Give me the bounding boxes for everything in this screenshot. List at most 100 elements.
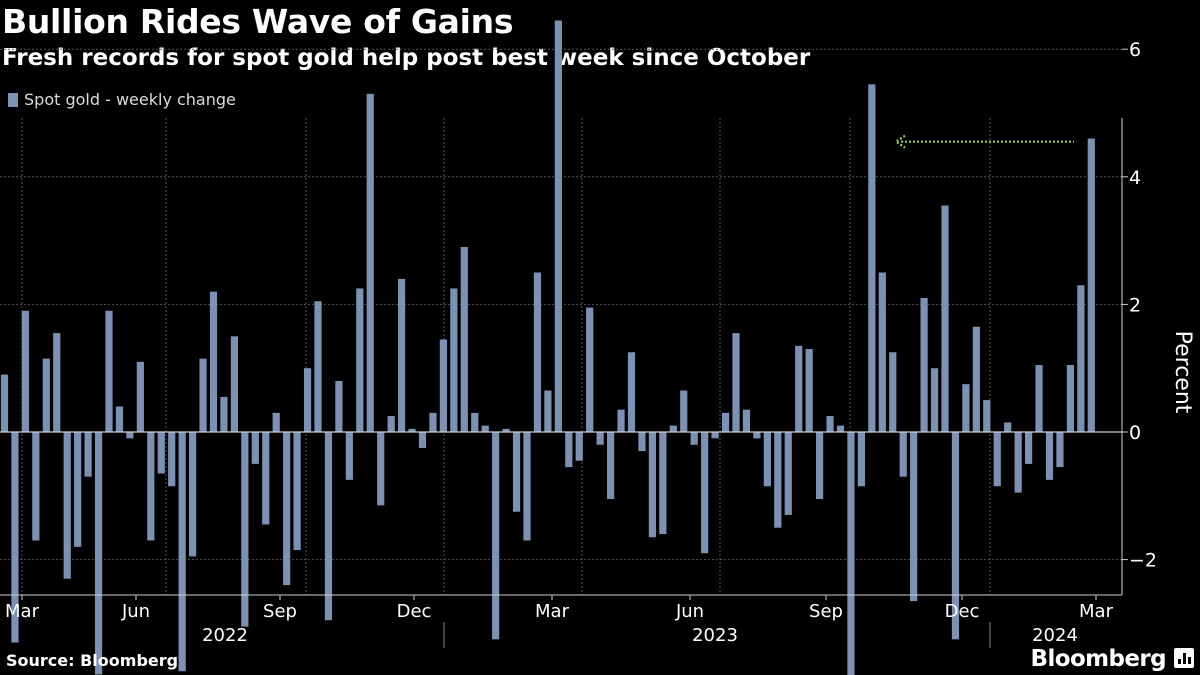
bar — [21, 310, 29, 432]
bar — [356, 288, 364, 432]
bar — [398, 278, 406, 432]
bar — [94, 432, 103, 675]
bar — [178, 432, 186, 672]
bar — [878, 272, 886, 432]
bar — [669, 425, 677, 432]
bar — [565, 432, 573, 468]
bar — [701, 432, 709, 554]
bar — [816, 432, 824, 499]
bar — [115, 406, 124, 432]
bar — [272, 412, 280, 432]
bar — [523, 432, 531, 541]
legend-swatch — [8, 92, 18, 107]
bar — [617, 409, 625, 432]
bar-chart-icon — [1174, 648, 1194, 668]
x-tick-label: Sep — [809, 601, 843, 622]
bar — [1077, 285, 1085, 432]
bar — [889, 352, 897, 432]
bar — [293, 432, 301, 551]
bar — [847, 432, 855, 675]
year-label: 2022 — [202, 625, 248, 646]
bar — [502, 428, 510, 432]
bar — [993, 432, 1001, 487]
bar — [220, 396, 228, 432]
bar — [105, 310, 113, 432]
bar — [251, 432, 259, 464]
bar — [0, 374, 9, 432]
bar — [460, 246, 468, 432]
bar — [126, 432, 134, 439]
bars — [0, 20, 1095, 675]
bar — [784, 432, 792, 515]
bar — [377, 432, 385, 506]
bar — [972, 326, 980, 432]
bar — [1056, 432, 1064, 468]
bar — [544, 390, 552, 432]
chart-title: Bullion Rides Wave of Gains — [2, 2, 514, 41]
bar — [63, 432, 71, 579]
bar — [795, 345, 803, 432]
bar — [345, 432, 353, 480]
bar — [408, 428, 416, 432]
bar — [638, 432, 646, 452]
bar — [512, 432, 521, 512]
y-tick-label: 4 — [1129, 167, 1141, 189]
bar — [983, 400, 991, 432]
bar — [753, 432, 761, 439]
bar — [721, 412, 730, 432]
bar — [586, 307, 594, 432]
bar — [1035, 365, 1043, 432]
year-label: 2024 — [1032, 625, 1078, 646]
annotation-arrow-head — [894, 134, 906, 149]
bar — [314, 301, 322, 432]
bar — [241, 432, 249, 627]
bar — [1087, 138, 1095, 432]
bar — [450, 288, 458, 432]
bar — [711, 432, 719, 439]
bar — [1045, 432, 1054, 480]
x-tick-label: Mar — [1079, 601, 1114, 622]
bar — [492, 432, 500, 640]
bar — [189, 432, 197, 557]
x-tick-label: Mar — [535, 601, 570, 622]
bar — [690, 432, 698, 445]
bar — [575, 432, 583, 461]
bar — [899, 432, 907, 477]
bar — [262, 432, 270, 525]
bar — [836, 425, 845, 432]
bar — [763, 432, 771, 487]
axes: −4−20246PercentMarJunSepDecMarJunSepDecM… — [0, 39, 1195, 648]
bar — [607, 432, 615, 499]
x-tick-label: Jun — [675, 601, 704, 622]
bar — [11, 432, 19, 643]
bar — [732, 333, 740, 432]
bar — [439, 339, 447, 432]
bar — [962, 384, 970, 432]
x-tick-label: Dec — [945, 601, 980, 622]
y-tick-label: 0 — [1129, 422, 1141, 444]
source-note: Source: Bloomberg — [6, 651, 179, 670]
bar — [418, 432, 427, 448]
x-tick-label: Mar — [5, 601, 40, 622]
bar — [481, 425, 489, 432]
y-tick-label: 6 — [1129, 39, 1141, 61]
bar — [366, 93, 374, 433]
bar — [659, 432, 667, 535]
bar — [168, 432, 176, 487]
bar — [42, 358, 50, 432]
legend: Spot gold - weekly change — [8, 90, 236, 109]
bar — [209, 291, 218, 432]
bar — [920, 298, 928, 432]
bar — [1025, 432, 1033, 464]
bar — [230, 336, 238, 432]
bar — [910, 432, 918, 602]
bar — [471, 412, 479, 432]
annotation — [894, 134, 1074, 149]
x-tick-label: Sep — [263, 601, 297, 622]
bar — [283, 432, 291, 586]
bar — [951, 432, 960, 640]
bar — [930, 368, 939, 432]
bar — [1014, 432, 1022, 493]
bar — [387, 416, 395, 432]
